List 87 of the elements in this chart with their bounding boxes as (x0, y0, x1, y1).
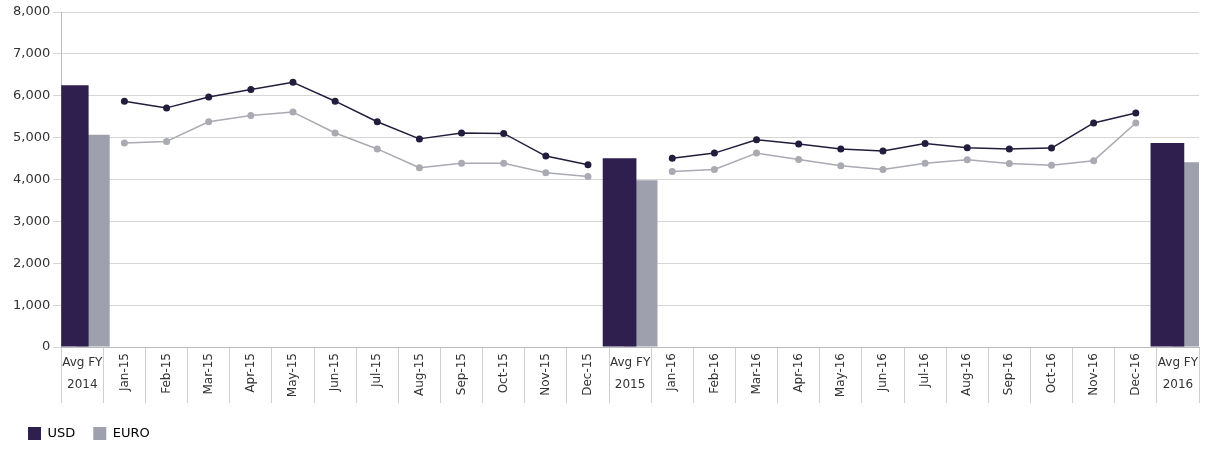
y-tick-label: 4,000 (13, 170, 51, 186)
y-tick-label: 7,000 (13, 45, 51, 61)
point (1048, 144, 1056, 152)
x-tick-label: Jun-15 (327, 353, 342, 393)
point (710, 165, 718, 173)
y-tick-label: 3,000 (13, 212, 51, 228)
point (963, 156, 971, 164)
bar (602, 158, 637, 347)
point (584, 173, 592, 181)
x-tick-label: Jul-16 (917, 353, 932, 389)
point (921, 139, 929, 147)
point (163, 137, 171, 145)
y-tick-label: 6,000 (13, 87, 51, 103)
point (668, 168, 676, 176)
x-tick-label: Sep-16 (1001, 353, 1016, 396)
x-tick-label: Aug-15 (411, 353, 426, 397)
point (1048, 161, 1056, 169)
x-tick-label: Dec-16 (1127, 353, 1142, 396)
x-tick-label: Jan-15 (116, 353, 131, 393)
point (795, 140, 803, 148)
x-tick-label: Mar-16 (748, 353, 763, 395)
point (1090, 157, 1098, 165)
y-tick-label: 8,000 (13, 3, 51, 19)
point (1005, 145, 1013, 153)
x-tick-label: Feb-16 (706, 353, 721, 394)
point (963, 144, 971, 152)
point (1090, 119, 1098, 127)
point (120, 97, 128, 105)
point (163, 104, 171, 112)
x-tick-label: Oct-15 (495, 353, 510, 394)
point (500, 159, 508, 167)
point (1132, 109, 1140, 117)
point (795, 155, 803, 163)
x-tick-label: Nov-16 (1085, 353, 1100, 396)
point (500, 129, 508, 137)
x-tick-label: Oct-16 (1043, 353, 1058, 394)
x-tick-label: Dec-15 (580, 353, 595, 396)
y-tick-label: 2,000 (13, 254, 51, 270)
point (879, 165, 887, 173)
x-tick-label: Jun-16 (875, 353, 890, 393)
point (542, 152, 550, 160)
point (247, 111, 255, 119)
point (1005, 160, 1013, 168)
x-tick-label: Feb-15 (158, 353, 173, 394)
point (668, 154, 676, 162)
point (542, 169, 550, 177)
point (205, 93, 213, 101)
legend-label: EURO (112, 424, 150, 440)
x-tick-label: May-16 (832, 353, 847, 398)
point (247, 85, 255, 93)
x-tick-label: May-15 (285, 353, 300, 398)
point (753, 149, 761, 157)
point (710, 149, 718, 157)
x-tick-label: Avg FY 2016 (1157, 355, 1199, 392)
point (120, 139, 128, 147)
point (458, 129, 466, 137)
x-tick-label: Apr-16 (790, 353, 805, 393)
x-tick-label: Apr-15 (242, 353, 257, 393)
point (205, 118, 213, 126)
point (921, 159, 929, 167)
x-tick-label: Nov-15 (537, 353, 552, 396)
x-tick-label: Jul-15 (369, 353, 384, 389)
x-tick-label: Jan-16 (664, 353, 679, 393)
point (1132, 119, 1140, 127)
point (373, 118, 381, 126)
point (289, 78, 297, 86)
x-tick-label: Avg FY 2014 (62, 355, 104, 392)
point (289, 108, 297, 116)
point (837, 145, 845, 153)
point (879, 147, 887, 155)
point (584, 161, 592, 169)
point (753, 136, 761, 144)
point (373, 145, 381, 153)
point (331, 97, 339, 105)
x-tick-label: Avg FY 2015 (609, 355, 651, 392)
point (837, 162, 845, 170)
point (458, 159, 466, 167)
point (331, 129, 339, 137)
point (415, 164, 423, 172)
point (415, 135, 423, 143)
x-tick-label: Aug-16 (959, 353, 974, 397)
y-tick-label: 0 (41, 338, 51, 354)
x-tick-label: Mar-15 (200, 353, 215, 395)
legend-label: USD (47, 424, 76, 440)
x-tick-label: Sep-15 (453, 353, 468, 396)
y-tick-label: 1,000 (13, 296, 51, 312)
y-tick-label: 5,000 (13, 129, 51, 144)
